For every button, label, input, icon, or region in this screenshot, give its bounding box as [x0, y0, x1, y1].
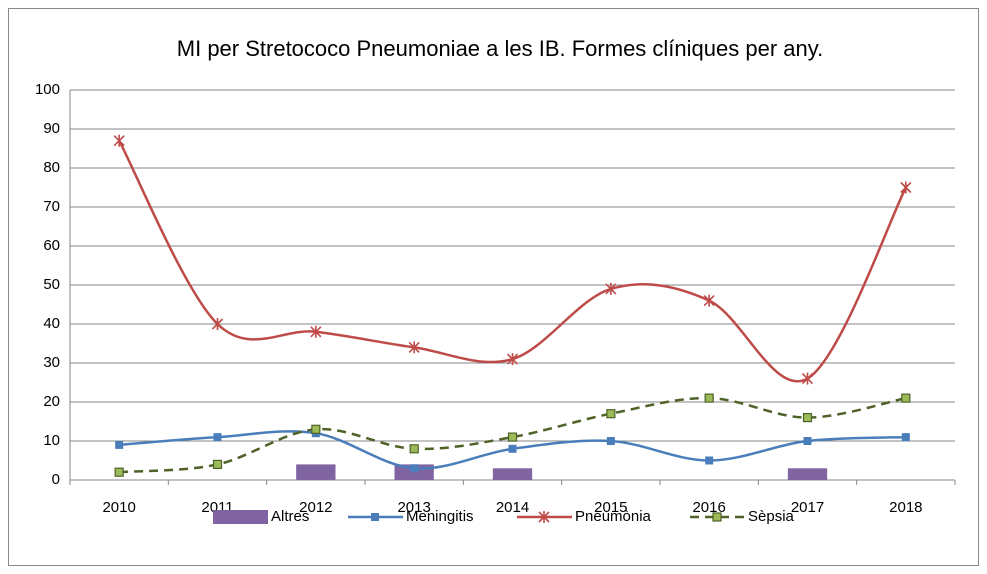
bar [787, 468, 828, 480]
x-tick-label: 2018 [889, 499, 922, 516]
marker [113, 134, 125, 147]
legend-label: Sèpsia [748, 508, 795, 525]
line [118, 140, 907, 383]
y-tick-label: 30 [43, 354, 60, 371]
y-tick-label: 70 [43, 198, 60, 215]
y-tick-label: 60 [43, 237, 60, 254]
marker [311, 424, 321, 434]
chart-frame [8, 8, 979, 566]
marker [606, 409, 616, 419]
y-tick-label: 90 [43, 120, 60, 137]
y-tick-label: 20 [43, 393, 60, 410]
marker [802, 413, 813, 423]
y-tick-label: 50 [43, 276, 60, 293]
x-tick-label: 2015 [594, 499, 627, 516]
legend-label: Meningitis [406, 508, 474, 525]
x-tick-label: 2010 [102, 499, 135, 516]
marker [212, 459, 223, 469]
bar [492, 468, 533, 480]
marker [605, 282, 617, 295]
x-tick-label: 2012 [299, 499, 332, 516]
marker [801, 372, 814, 385]
marker [310, 325, 322, 338]
legend-marker [538, 511, 550, 523]
marker [506, 353, 519, 366]
marker [901, 433, 910, 442]
legend-swatch [213, 510, 268, 524]
marker [508, 444, 517, 453]
legend-label: Pneumònia [575, 508, 652, 525]
x-tick-label: 2013 [397, 499, 430, 516]
marker [507, 432, 518, 442]
legend-marker [371, 513, 379, 521]
marker [409, 444, 419, 454]
y-tick-label: 10 [43, 432, 60, 449]
x-tick-label: 2016 [692, 499, 725, 516]
marker [115, 440, 124, 449]
legend-label: Altres [271, 508, 309, 525]
marker [705, 456, 714, 465]
marker [410, 464, 419, 473]
marker [213, 433, 222, 442]
bar [296, 464, 336, 480]
y-tick-label: 100 [35, 81, 60, 98]
x-tick-label: 2017 [791, 499, 824, 516]
marker [901, 393, 911, 403]
marker [606, 437, 615, 445]
chart-title: MI per Stretococo Pneumoniae a les IB. F… [177, 36, 823, 61]
marker [114, 467, 124, 477]
marker [211, 318, 224, 330]
marker [900, 181, 912, 194]
marker [408, 341, 420, 354]
y-tick-label: 0 [52, 471, 60, 488]
marker [803, 437, 812, 445]
marker [703, 294, 715, 307]
y-tick-label: 40 [43, 315, 60, 332]
x-tick-label: 2014 [496, 499, 529, 516]
line [119, 396, 907, 474]
marker [704, 393, 714, 403]
legend-marker [712, 512, 722, 522]
y-tick-label: 80 [43, 159, 60, 176]
